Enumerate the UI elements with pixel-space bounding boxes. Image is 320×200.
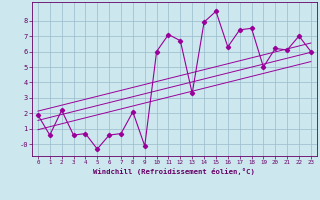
X-axis label: Windchill (Refroidissement éolien,°C): Windchill (Refroidissement éolien,°C): [93, 168, 255, 175]
